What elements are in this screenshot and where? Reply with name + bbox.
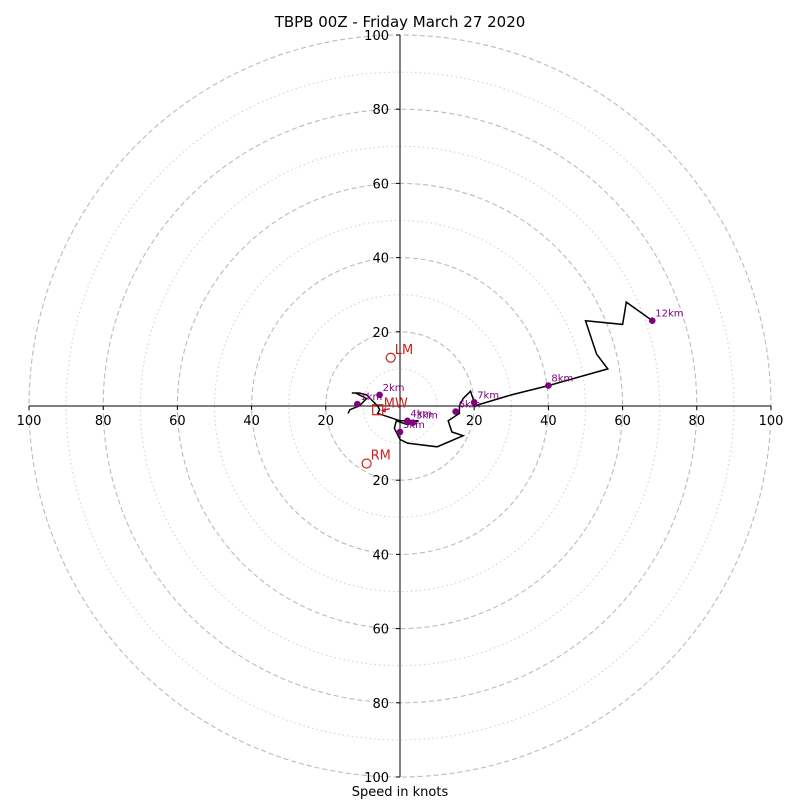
y-tick-label-down-60: 60 <box>372 623 389 638</box>
height-marker-7km <box>470 398 478 406</box>
height-marker-2km <box>376 391 383 399</box>
height-label-1km: 1km <box>360 392 382 403</box>
x-axis-label: Speed in knots <box>352 785 449 800</box>
x-tick-label-right-20: 20 <box>466 414 483 429</box>
x-tick-label-left-40: 40 <box>243 414 260 429</box>
tick-labels: 20 20 20 20 40 40 40 40 60 60 60 60 80 80 80 80 100 100 10… <box>17 29 784 786</box>
y-tick-label-down-80: 80 <box>372 697 389 712</box>
y-tick-label-up-20: 20 <box>372 326 389 341</box>
x-tick-label-left-100: 100 <box>17 414 42 429</box>
height-label-6km: 6km <box>459 400 481 411</box>
storm-motion-marker-lm <box>385 352 396 363</box>
storm-motion-label-rm: RM <box>371 449 391 464</box>
x-tick-label-left-20: 20 <box>318 414 335 429</box>
x-tick-label-right-60: 60 <box>614 414 631 429</box>
y-tick-label-up-60: 60 <box>372 177 389 192</box>
x-tick-label-right-40: 40 <box>540 414 557 429</box>
chart-title: TBPB 00Z - Friday March 27 2020 <box>274 13 526 31</box>
height-label-12km: 12km <box>655 309 683 320</box>
x-tick-label-right-100: 100 <box>759 414 784 429</box>
height-label-5km: 5km <box>403 420 425 431</box>
y-tick-label-up-40: 40 <box>372 252 389 267</box>
y-tick-label-down-40: 40 <box>372 548 389 563</box>
x-tick-label-right-80: 80 <box>689 414 706 429</box>
storm-motion-arrowhead-mw <box>380 407 386 413</box>
x-tick-label-left-60: 60 <box>169 414 186 429</box>
y-tick-label-up-100: 100 <box>364 29 389 44</box>
height-marker-5km <box>396 428 404 436</box>
storm-motion-markers: LM RM MW <box>361 343 413 469</box>
height-label-7km: 7km <box>477 390 499 401</box>
height-marker-3km <box>409 419 417 426</box>
height-marker-6km <box>452 408 459 415</box>
height-marker-12km <box>648 317 656 324</box>
y-tick-label-down-100: 100 <box>364 771 389 786</box>
wind-trace <box>347 300 653 448</box>
height-marker-8km <box>545 382 552 389</box>
height-label-3km: 3km <box>416 411 438 422</box>
y-tick-label-down-20: 20 <box>372 474 389 489</box>
height-marker-4km <box>404 417 411 425</box>
storm-motion-label-lm: LM <box>395 343 413 358</box>
height-label-8km: 8km <box>551 374 573 385</box>
y-tick-label-up-80: 80 <box>372 103 389 118</box>
storm-motion-marker-rm <box>361 458 372 469</box>
height-marker-1km <box>354 400 361 408</box>
wind-trace-line <box>347 300 653 448</box>
storm-motion-label-mw: MW <box>384 397 408 412</box>
height-label-4km: 4km <box>410 409 432 420</box>
height-label-2km: 2km <box>383 383 405 394</box>
axes <box>28 34 772 778</box>
x-tick-label-left-80: 80 <box>95 414 112 429</box>
